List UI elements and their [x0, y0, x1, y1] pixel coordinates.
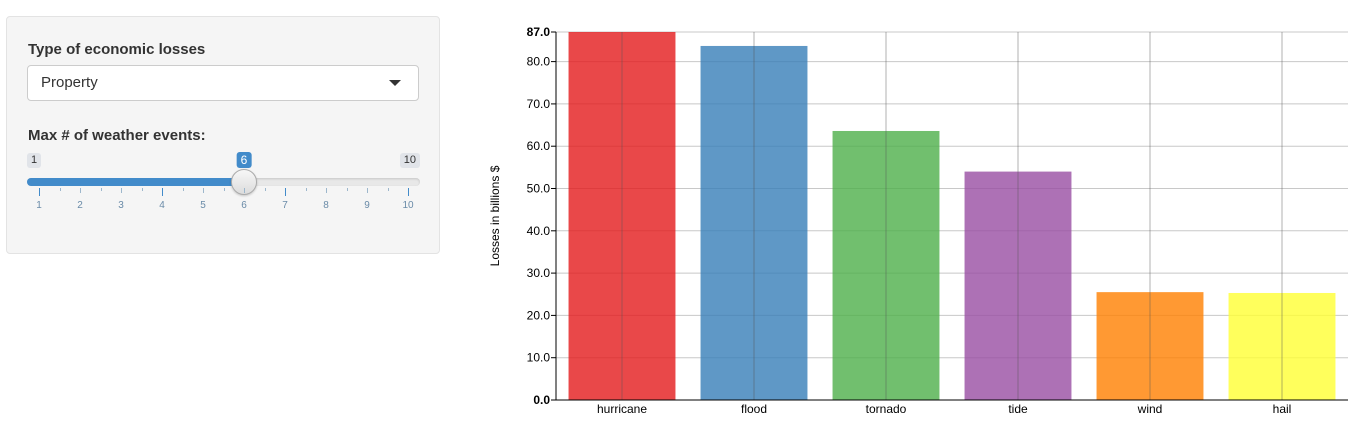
- slider-tick: [367, 188, 368, 193]
- slider-value-label: 6: [236, 152, 252, 168]
- sidebar-panel: Type of economic losses Property Max # o…: [6, 16, 440, 254]
- slider-tick-label: 4: [159, 200, 165, 211]
- bar-tide: [964, 171, 1072, 400]
- bar-hurricane: [568, 32, 676, 400]
- bar-chart: 0.0 10.0 20.0 30.0 40.0 50.0 60.0 70.0 80.0 87.0 h…: [488, 25, 1348, 416]
- slider-tick: [121, 188, 122, 193]
- x-tick-label: tornado: [866, 402, 907, 416]
- x-tick-label: hail: [1273, 402, 1292, 416]
- slider-tick-label: 2: [77, 200, 83, 211]
- slider-tick: [59, 188, 61, 191]
- slider-tick-label: 8: [323, 200, 329, 211]
- slider-tick-label: 9: [364, 200, 370, 211]
- y-tick-label: 80.0: [527, 55, 551, 69]
- slider-tick: [244, 188, 245, 193]
- x-tick-label: hurricane: [597, 402, 647, 416]
- slider-tick: [141, 188, 143, 191]
- x-tick-label: wind: [1137, 402, 1163, 416]
- x-tick-label: tide: [1008, 402, 1028, 416]
- slider-tick: [264, 188, 266, 191]
- slider-tick: [203, 188, 204, 193]
- bar-tornado: [832, 130, 940, 400]
- slider-tick: [182, 188, 184, 191]
- slider-tick: [162, 188, 163, 196]
- y-tick-label: 30.0: [527, 266, 551, 280]
- slider-tick: [326, 188, 327, 193]
- slider-tick: [408, 188, 409, 196]
- bar-wind: [1096, 292, 1204, 400]
- chevron-down-icon: [389, 80, 401, 86]
- slider-tick: [100, 188, 102, 191]
- slider-tick: [39, 188, 40, 196]
- loss-type-select[interactable]: Property: [27, 65, 419, 101]
- max-events-label: Max # of weather events:: [28, 127, 206, 144]
- slider-fill: [27, 178, 244, 186]
- y-tick-label: 70.0: [527, 97, 551, 111]
- slider-tick-label: 1: [36, 200, 42, 211]
- slider-tick-label: 3: [118, 200, 124, 211]
- slider-min-label: 1: [27, 153, 42, 168]
- bar-flood: [700, 45, 808, 401]
- slider-tick-label: 5: [200, 200, 206, 211]
- slider-tick-label: 6: [241, 200, 247, 211]
- y-tick-label: 20.0: [527, 308, 551, 322]
- y-tick-label: 0.0: [533, 393, 550, 407]
- slider-tick: [223, 188, 225, 191]
- slider-max-label: 10: [399, 153, 420, 168]
- y-axis-title: Losses in billions $: [488, 165, 502, 266]
- slider-tick-label: 10: [402, 200, 414, 211]
- y-tick-label: 60.0: [527, 139, 551, 153]
- slider-tick-label: 7: [282, 200, 288, 211]
- y-tick-label: 50.0: [527, 182, 551, 196]
- slider-tick: [387, 188, 389, 191]
- loss-type-selected-value: Property: [41, 74, 98, 91]
- y-tick-label: 87.0: [527, 25, 551, 39]
- loss-type-label: Type of economic losses: [28, 41, 206, 58]
- slider-tick: [285, 188, 286, 196]
- y-tick-label: 10.0: [527, 351, 551, 365]
- slider-tick: [346, 188, 348, 191]
- slider-tick: [80, 188, 81, 193]
- y-tick-label: 40.0: [527, 224, 551, 238]
- x-tick-label: flood: [741, 402, 767, 416]
- max-events-slider[interactable]: 1 10 6 1 2 3 4 5 6 7 8 9 10: [27, 151, 420, 221]
- bar-hail: [1228, 292, 1336, 400]
- slider-tick: [305, 188, 307, 191]
